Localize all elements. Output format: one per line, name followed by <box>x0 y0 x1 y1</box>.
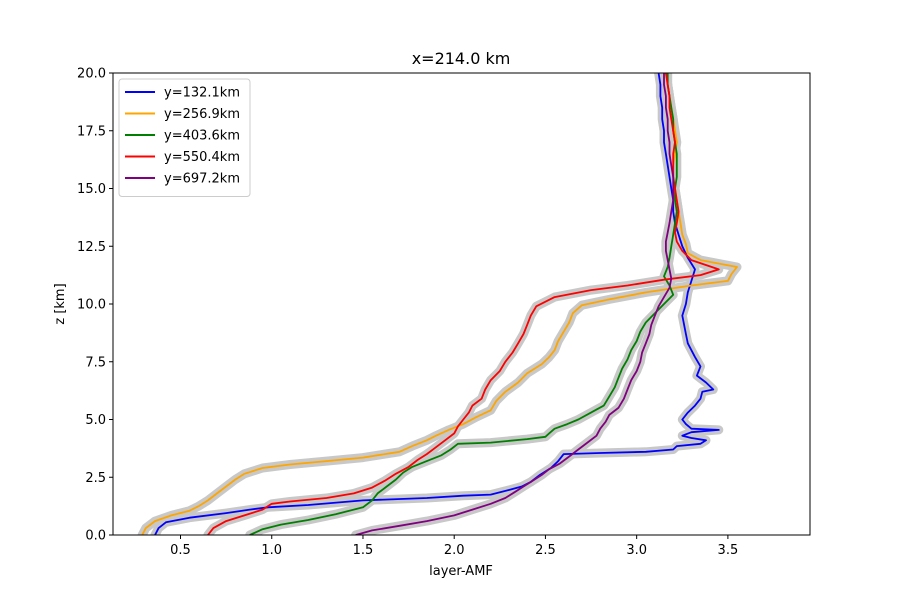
series-line-3 <box>249 73 678 535</box>
x-tick-label: 2.5 <box>535 543 556 558</box>
legend-entry: y=132.1km <box>164 86 240 101</box>
x-tick-label: 1.5 <box>353 543 374 558</box>
y-tick-label: 2.5 <box>85 471 106 486</box>
y-tick-label: 5.0 <box>85 413 106 428</box>
y-tick-label: 7.5 <box>85 355 106 370</box>
legend-entry: y=550.4km <box>164 150 240 165</box>
y-tick-label: 12.5 <box>77 240 106 255</box>
y-tick-label: 20.0 <box>77 67 106 82</box>
x-tick-label: 3.5 <box>718 543 739 558</box>
series-line-5 <box>355 73 675 535</box>
legend: y=132.1km y=256.9km y=403.6km y=550.4km y=69… <box>118 78 251 197</box>
y-axis: 0.0 2.5 5.0 7.5 10.0 12.5 15.0 17.5 20.0 <box>77 67 113 544</box>
y-tick-label: 0.0 <box>85 529 106 544</box>
x-tick-label: 3.0 <box>626 543 647 558</box>
series-lines <box>141 73 738 535</box>
x-tick-label: 1.0 <box>261 543 282 558</box>
legend-box <box>118 78 251 197</box>
x-axis: 0.5 1.0 1.5 2.0 2.5 3.0 3.5 <box>170 535 738 558</box>
y-tick-label: 15.0 <box>77 182 106 197</box>
x-tick-label: 2.0 <box>444 543 465 558</box>
legend-entry: y=697.2km <box>164 172 240 187</box>
chart-title: x=214.0 km <box>412 49 511 68</box>
y-tick-label: 10.0 <box>77 298 106 313</box>
y-tick-label: 17.5 <box>77 124 106 139</box>
legend-entry: y=256.9km <box>164 107 240 122</box>
x-axis-label: layer-AMF <box>429 564 493 579</box>
legend-entry: y=403.6km <box>164 129 240 144</box>
x-tick-label: 0.5 <box>170 543 191 558</box>
y-axis-label: z [km] <box>53 283 68 324</box>
